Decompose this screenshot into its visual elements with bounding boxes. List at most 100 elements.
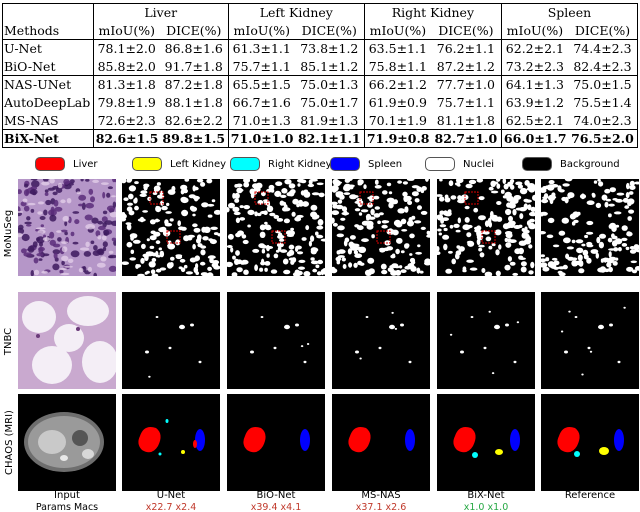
panel-monuseg-unet: [122, 179, 220, 276]
panel-chaos-unet: [122, 394, 220, 491]
metric-header: mIoU(%): [227, 21, 295, 40]
row-label-chaos-mri: CHAOS (MRI): [3, 409, 15, 475]
column-name: BiX-Net: [467, 490, 505, 501]
metric-header: mIoU(%): [500, 21, 568, 40]
params-value: x37.1: [355, 502, 383, 512]
method-name: BiX-Net: [2, 129, 94, 148]
row-label-tnbc: TNBC: [3, 327, 15, 355]
metric-cell: 82.7±1.0: [430, 129, 502, 148]
table-row: AutoDeepLab 79.8±1.9 88.1±1.8 66.7±1.6 75.0±…: [2, 93, 638, 112]
method-name: AutoDeepLab: [2, 93, 94, 112]
metric-cell: 86.8±1.6: [164, 41, 223, 57]
macs-value: x1.0: [487, 502, 509, 512]
metric-cell: 66.0±1.7: [500, 129, 568, 148]
legend-label: Background: [560, 158, 620, 170]
metric-cell: 63.5±1.1: [363, 39, 431, 58]
column-caption: U-Net x22.7 x2.4: [116, 490, 226, 512]
table-row: MS-NAS 72.6±2.3 82.6±2.2 71.0±1.3 81.9±1.3 70…: [2, 111, 638, 130]
metric-cell: 81.9±1.3: [294, 111, 365, 130]
metric-cell: 64.1±1.3: [500, 75, 568, 94]
metric-cell: 71.0±1.0: [227, 129, 295, 148]
column-name: Reference: [564, 490, 616, 501]
metric-cell: 66.7±1.6: [227, 93, 295, 112]
legend-label: Left Kidney: [170, 158, 227, 170]
method-name: BiO-Net: [2, 57, 94, 76]
methods-header: Methods: [2, 21, 94, 40]
metric-cell: 76.2±1.1: [436, 41, 495, 57]
panel-monuseg-bionet: [227, 179, 325, 276]
segmentation-legend: Liver Left Kidney Right Kidney Spleen Nu…: [0, 156, 640, 172]
panel-tnbc-msnas: [332, 292, 430, 389]
legend-item-liver: Liver: [35, 156, 98, 172]
metric-cell: 65.5±1.5: [227, 75, 295, 94]
macs-value: x4.1: [280, 502, 302, 512]
organ-header: Spleen: [500, 3, 639, 22]
column-stats: Params Macs: [12, 502, 122, 512]
metric-cell: 75.0±1.7: [300, 95, 359, 110]
legend-swatch: [230, 157, 260, 171]
legend-item-background: Background: [522, 156, 620, 172]
panel-tnbc-unet: [122, 292, 220, 389]
legend-label: Spleen: [368, 158, 403, 170]
params-value: x1.0: [463, 502, 485, 512]
legend-label: Liver: [73, 158, 98, 170]
organ-header: Left Kidney: [227, 3, 365, 22]
legend-label: Nuclei: [463, 158, 495, 170]
metric-cell: 88.1±1.8: [164, 95, 223, 110]
panel-monuseg-reference: [541, 179, 639, 276]
legend-swatch: [132, 157, 162, 171]
row-label-monuseg: MoNuSeg: [3, 209, 15, 257]
metric-cell: 85.8±2.0: [92, 57, 160, 76]
method-name: MS-NAS: [2, 111, 94, 130]
column-name: U-Net: [156, 490, 186, 501]
metric-cell: 72.6±2.3: [92, 111, 160, 130]
panel-chaos-bionet: [227, 394, 325, 491]
column-stats: x37.1 x2.6: [326, 502, 436, 512]
metric-header: DICE(%): [430, 21, 502, 40]
column-caption: Input Params Macs: [12, 490, 122, 512]
column-name: Input: [54, 490, 80, 501]
organ-header: Right Kidney: [363, 3, 502, 22]
metric-cell: 74.0±2.3: [567, 111, 638, 130]
panel-tnbc-bionet: [227, 292, 325, 389]
methods-header-spacer: [2, 3, 94, 22]
metric-cell: 75.5±1.4: [567, 93, 638, 112]
metric-cell: 62.5±2.1: [500, 111, 568, 130]
macs-value: Macs: [73, 502, 99, 512]
column-stats: x39.4 x4.1: [221, 502, 331, 512]
metric-cell: 85.1±1.2: [294, 57, 365, 76]
metric-cell: 82.6±2.2: [159, 111, 229, 130]
metric-header: DICE(%): [159, 21, 229, 40]
metric-cell: 75.0±1.5: [567, 75, 638, 94]
metric-cell: 78.1±2.0: [92, 39, 160, 58]
macs-value: x2.6: [385, 502, 407, 512]
legend-swatch: [522, 157, 552, 171]
metric-cell: 75.8±1.1: [363, 57, 431, 76]
table-row: U-Net 78.1±2.0 86.8±1.6 61.3±1.1 73.8±1.2 63.…: [2, 39, 638, 58]
metric-cell: 76.5±2.0: [567, 129, 638, 148]
panel-chaos-msnas: [332, 394, 430, 491]
metric-header: DICE(%): [567, 21, 638, 40]
column-caption: MS-NAS x37.1 x2.6: [326, 490, 436, 512]
table-row: BiX-Net 82.6±1.5 89.8±1.5 71.0±1.0 82.1±1.1 7…: [2, 129, 638, 148]
legend-label: Right Kidney: [268, 158, 332, 170]
metric-cell: 82.6±1.5: [92, 129, 160, 148]
metric-cell: 82.1±1.1: [294, 129, 365, 148]
params-value: x39.4: [250, 502, 278, 512]
panel-tnbc-input: [18, 292, 116, 389]
metric-cell: 70.1±1.9: [363, 111, 431, 130]
metric-cell: 61.3±1.1: [227, 39, 295, 58]
results-table: Liver Left Kidney Right Kidney Spleen Me…: [2, 3, 639, 148]
metric-cell: 62.2±2.1: [500, 39, 568, 58]
metric-cell: 91.7±1.8: [159, 57, 229, 76]
panel-chaos-reference: [541, 394, 639, 491]
metric-header: mIoU(%): [92, 21, 160, 40]
table-row: BiO-Net 85.8±2.0 91.7±1.8 75.7±1.1 85.1±1.2 7…: [2, 57, 638, 76]
metric-cell: 61.9±0.9: [363, 93, 431, 112]
organ-header: Liver: [92, 3, 229, 22]
metric-cell: 81.3±1.8: [92, 75, 160, 94]
legend-swatch: [425, 157, 455, 171]
metric-cell: 71.9±0.8: [363, 129, 431, 148]
panel-tnbc-bixnet: [437, 292, 535, 389]
metric-cell: 75.7±1.1: [436, 95, 495, 110]
